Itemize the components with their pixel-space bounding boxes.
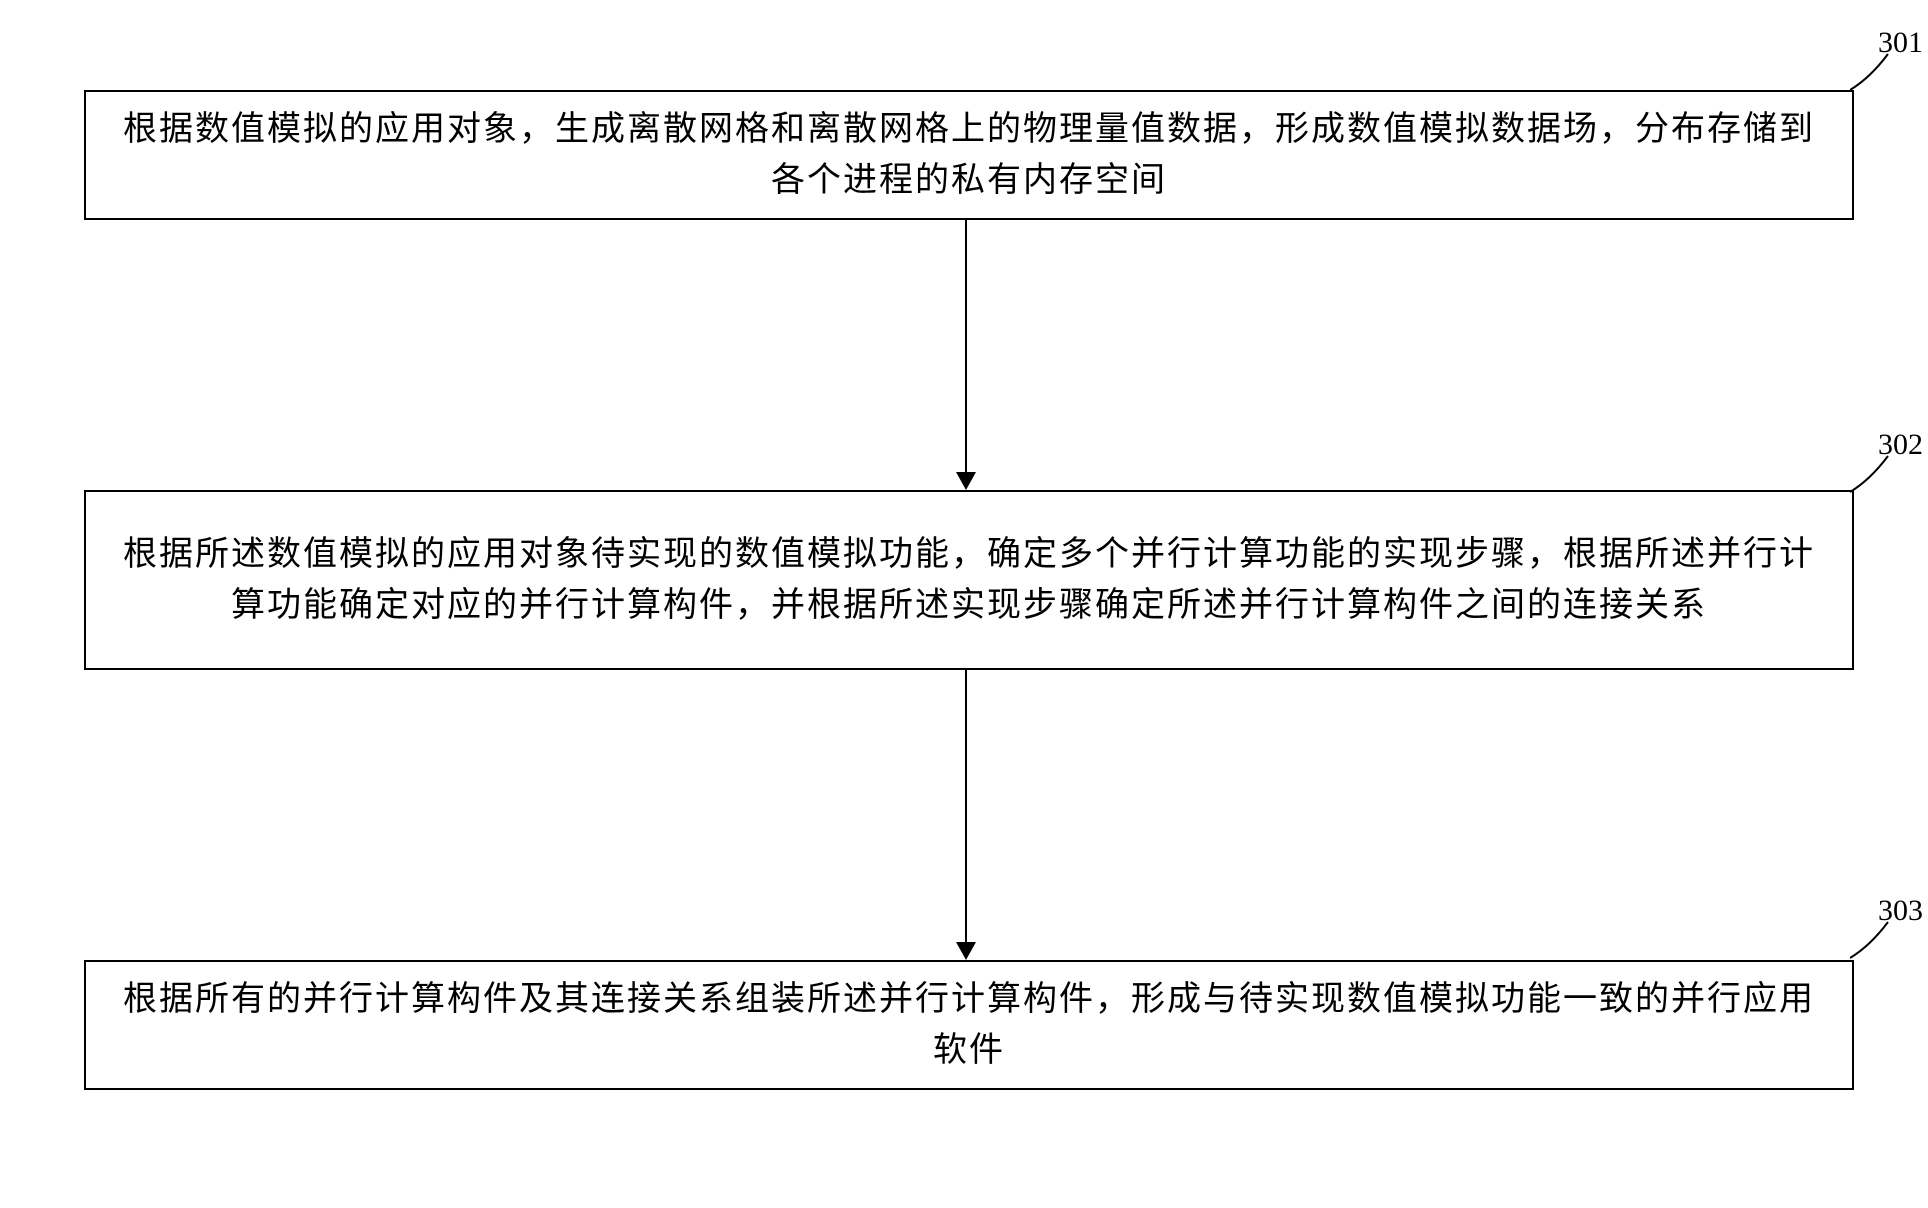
arrow-302-303 [965,670,967,942]
flowchart-node-303: 根据所有的并行计算构件及其连接关系组装所述并行计算构件，形成与待实现数值模拟功能… [84,960,1854,1090]
node-302-label: 302 [1878,428,1923,462]
arrow-301-302 [965,220,967,472]
arrow-head-301-302 [956,472,976,490]
node-301-text: 根据数值模拟的应用对象，生成离散网格和离散网格上的物理量值数据，形成数值模拟数据… [110,104,1828,206]
flowchart-container: 根据数值模拟的应用对象，生成离散网格和离散网格上的物理量值数据，形成数值模拟数据… [0,0,1928,1208]
node-303-text: 根据所有的并行计算构件及其连接关系组装所述并行计算构件，形成与待实现数值模拟功能… [110,974,1828,1076]
node-303-label: 303 [1878,894,1923,928]
arrow-head-302-303 [956,942,976,960]
node-301-label: 301 [1878,26,1923,60]
node-302-text: 根据所述数值模拟的应用对象待实现的数值模拟功能，确定多个并行计算功能的实现步骤，… [110,529,1828,631]
flowchart-node-302: 根据所述数值模拟的应用对象待实现的数值模拟功能，确定多个并行计算功能的实现步骤，… [84,490,1854,670]
flowchart-node-301: 根据数值模拟的应用对象，生成离散网格和离散网格上的物理量值数据，形成数值模拟数据… [84,90,1854,220]
